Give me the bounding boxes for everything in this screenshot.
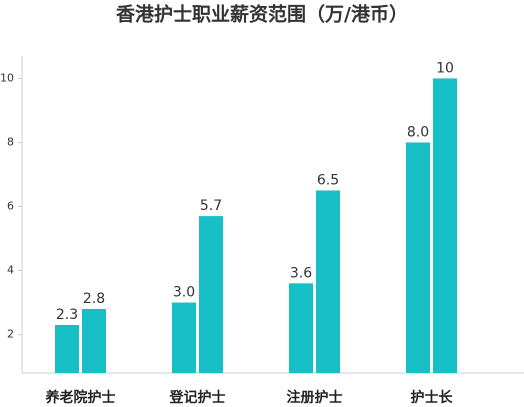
x-tick-label: 养老院护士 [45, 389, 116, 406]
bar [316, 190, 340, 373]
value-label: 10 [436, 60, 454, 76]
y-tick-label: 4 [7, 264, 14, 277]
value-label: 6.5 [317, 172, 339, 188]
y-tick-label: 2 [7, 328, 14, 341]
value-label: 2.8 [83, 291, 105, 307]
y-tick-label: 8 [7, 135, 14, 148]
x-tick-label: 登记护士 [169, 389, 226, 406]
bar [199, 216, 223, 373]
value-label: 3.0 [173, 285, 195, 301]
x-tick-label: 护士长 [411, 389, 454, 406]
bar [82, 308, 106, 373]
x-tick-label: 注册护士 [287, 389, 343, 406]
value-label: 3.6 [290, 265, 312, 281]
y-tick-label: 6 [7, 199, 14, 212]
bar [55, 324, 79, 373]
value-label: 8.0 [407, 124, 429, 140]
bar [433, 78, 457, 374]
value-label: 2.3 [56, 307, 78, 323]
bar [406, 142, 430, 373]
chart-title: 香港护士职业薪资范围（万/港币） [115, 3, 408, 26]
bar [289, 283, 313, 373]
bar [172, 302, 196, 373]
value-label: 5.7 [200, 198, 222, 214]
y-tick-label: 10 [0, 71, 14, 84]
